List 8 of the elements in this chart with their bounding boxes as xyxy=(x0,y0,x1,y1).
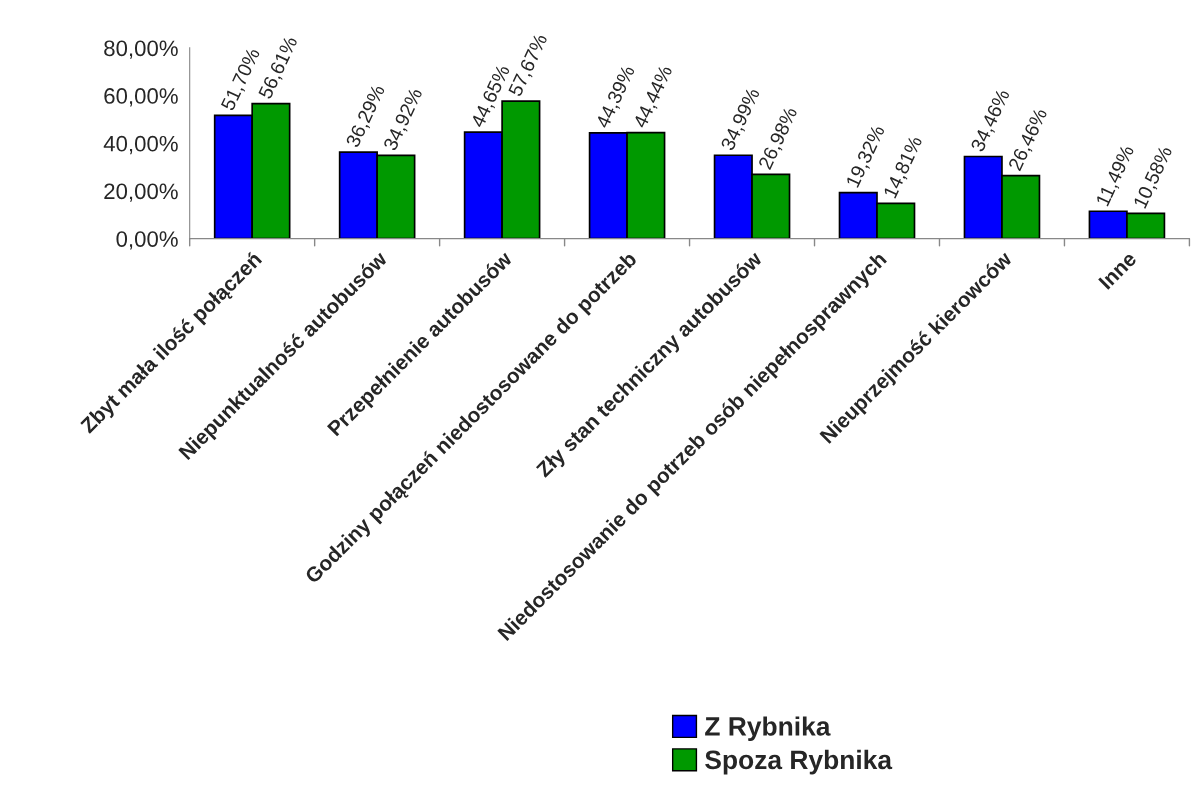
legend-label: Z Rybnika xyxy=(705,716,831,741)
y-tick-label: 20,00% xyxy=(104,183,178,202)
y-tick-label: 60,00% xyxy=(104,88,178,107)
legend-label: Spoza Rybnika xyxy=(705,749,893,775)
y-tick-label: 0,00% xyxy=(116,231,178,250)
x-tick-label: Inne xyxy=(1098,250,1138,290)
y-tick-label: 80,00% xyxy=(104,40,178,59)
y-tick-label: 40,00% xyxy=(103,135,178,155)
